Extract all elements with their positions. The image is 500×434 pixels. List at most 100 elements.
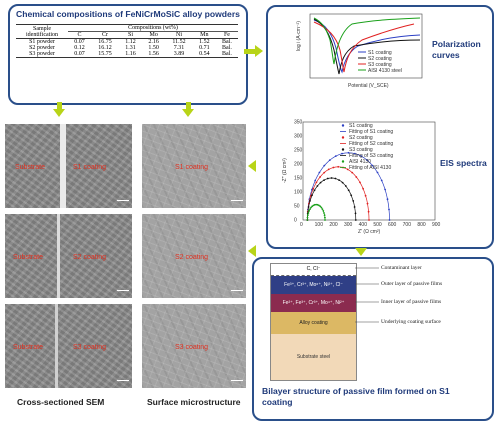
value-cell: Bal.	[222, 45, 232, 51]
eis-xtick: 200	[329, 222, 338, 228]
eis-point	[353, 206, 356, 208]
curve-s2	[313, 18, 421, 75]
eis-point	[328, 159, 331, 161]
eis-point	[324, 219, 326, 221]
eis-point	[330, 177, 333, 179]
element-header: Ni	[175, 32, 182, 38]
arrow-down-3	[355, 248, 367, 256]
eis-legend-item: Fitting of AISI 4130	[349, 165, 391, 171]
eis-ytick: 200	[294, 162, 303, 168]
element-header: Si	[128, 32, 134, 38]
eis-chart: 0 100 200 300 400 500 600 700 800 900 0 50 100 150 200…	[282, 120, 441, 236]
value-cell: 1.16	[125, 51, 136, 57]
eis-point	[380, 179, 383, 182]
layer-outer: Fe³⁺, Cr³⁺, Mo⁶⁺, Ni²⁺, Cl⁻	[271, 276, 356, 294]
eis-legend-item: S3 coating	[349, 147, 373, 153]
eis-point	[362, 187, 364, 190]
sem-surface-s1: S1 coating	[142, 124, 246, 208]
eis-point	[371, 164, 374, 167]
coating-label: S1 coating	[175, 164, 209, 171]
polarization-legend: S1 coating S2 coating S3 coating AISI 41…	[358, 50, 402, 74]
value-cell: 1.50	[148, 45, 159, 51]
eis-ytick: 0	[294, 218, 297, 224]
arrow-stem-right	[244, 49, 256, 54]
eis-point	[334, 155, 337, 157]
value-cell: 0.07	[74, 39, 85, 45]
substrate-label: Substrate	[15, 164, 45, 171]
eis-point	[355, 176, 358, 178]
eis-point	[326, 177, 329, 180]
sample-cell: S1 powder	[29, 39, 55, 45]
polarization-xlabel: Potential (V_SCE)	[348, 83, 389, 89]
eis-ytick: 350	[294, 120, 303, 126]
value-cell: 1.52	[199, 39, 210, 45]
eis-point	[311, 205, 314, 208]
eis-legend-item: AISI 4130	[349, 159, 371, 165]
eis-ylabel: -Z'' (Ω cm²)	[282, 158, 288, 183]
eis-point	[364, 194, 367, 197]
value-cell: 16.75	[98, 39, 112, 45]
legend-aisi: AISI 4130 steel	[368, 68, 402, 74]
legend-s3: S3 coating	[368, 62, 392, 68]
arrow-right	[255, 45, 263, 57]
layer-callouts	[355, 267, 379, 323]
eis-point	[376, 171, 379, 174]
eis-point	[316, 185, 319, 187]
eis-xtick: 800	[417, 222, 426, 228]
layer-substrate: Substrate steel	[271, 334, 356, 380]
value-cell: 7.31	[173, 45, 185, 51]
eis-point	[354, 152, 356, 155]
polarization-ylabel: log i (A·cm⁻²)	[296, 21, 302, 51]
eis-point	[352, 200, 355, 202]
element-header: Cr	[102, 32, 109, 38]
eis-point	[315, 203, 318, 206]
eis-point	[318, 204, 320, 207]
eis-point	[320, 206, 323, 209]
eis-point	[321, 208, 324, 210]
eis-xtick: 300	[344, 222, 353, 228]
eis-xtick: 0	[300, 222, 303, 228]
eis-point	[323, 171, 326, 174]
eis-point	[366, 159, 368, 161]
composition-panel: Chemical compositions of FeNiCrMoSiC all…	[8, 4, 248, 105]
sem-surface-s2: S2 coating	[142, 214, 246, 298]
eis-legend-item: S2 coating	[349, 135, 373, 141]
eis-point	[311, 188, 313, 191]
value-cell: 1.56	[148, 51, 159, 57]
value-cell: Bal.	[222, 51, 232, 57]
arrow-left-2	[248, 245, 256, 257]
element-header: C	[77, 32, 82, 38]
eis-point	[351, 171, 354, 174]
layer-inner: Fe²⁺, Fe³⁺, Cr³⁺, Mo⁴⁺, Ni²⁺	[271, 294, 356, 312]
eis-point	[344, 185, 347, 187]
arrow-down-2	[182, 109, 194, 117]
eis-legend-marker	[341, 124, 345, 127]
coating-label: S3 coating	[175, 344, 209, 351]
composition-title: Chemical compositions of FeNiCrMoSiC all…	[16, 9, 240, 19]
eis-point	[319, 176, 321, 178]
layer-alloy: Alloy coating	[271, 312, 356, 334]
eis-point	[323, 212, 325, 214]
sem-cross-s2: Substrate S2 coating	[5, 214, 132, 298]
eis-legend-marker	[341, 148, 345, 151]
curve-s3	[313, 21, 415, 73]
legend-s1: S1 coating	[368, 50, 392, 56]
eis-point	[366, 202, 369, 205]
composition-table: Sample identification Compositions (wt%)…	[16, 24, 238, 58]
eis-point	[315, 181, 318, 184]
layer-contaminant: C, Cl⁻	[271, 264, 356, 276]
value-cell: 0.07	[74, 51, 85, 57]
value-cell: 1.12	[125, 39, 136, 45]
eis-point	[327, 168, 330, 171]
sem-surface-s3: S3 coating	[142, 304, 246, 388]
curve-aisi	[313, 17, 421, 65]
arrow-left-1	[248, 160, 256, 172]
eis-point	[307, 206, 310, 208]
eis-point	[384, 188, 386, 191]
eis-point	[346, 168, 349, 171]
value-cell: Bal.	[222, 39, 232, 45]
sem-cross-s3: Substrate S3 coating	[5, 304, 132, 388]
eis-ytick: 250	[294, 148, 303, 154]
eis-point	[341, 152, 343, 155]
eis-point	[367, 210, 370, 213]
